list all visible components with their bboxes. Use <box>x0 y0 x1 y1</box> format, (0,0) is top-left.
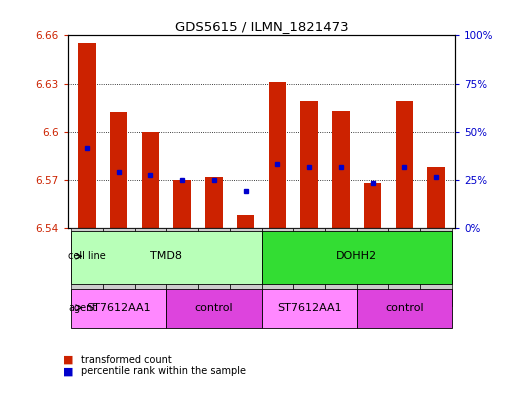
Text: agent: agent <box>69 303 97 313</box>
Text: GSM1527309: GSM1527309 <box>146 232 155 283</box>
Text: GSM1527312: GSM1527312 <box>431 232 440 283</box>
Bar <box>293 228 325 307</box>
Bar <box>78 43 96 228</box>
Bar <box>364 183 381 228</box>
Text: transformed count: transformed count <box>81 354 172 365</box>
Bar <box>205 176 223 228</box>
Text: GSM1527311: GSM1527311 <box>400 232 409 283</box>
Bar <box>357 289 452 328</box>
Bar <box>357 228 389 307</box>
Bar <box>325 228 357 307</box>
Text: ST7612AA1: ST7612AA1 <box>277 303 342 313</box>
Bar <box>134 228 166 307</box>
Text: GSM1527306: GSM1527306 <box>241 232 250 283</box>
Text: control: control <box>385 303 424 313</box>
Bar <box>237 215 254 228</box>
Text: ■: ■ <box>63 366 73 376</box>
Title: GDS5615 / ILMN_1821473: GDS5615 / ILMN_1821473 <box>175 20 348 33</box>
Text: ■: ■ <box>63 354 73 365</box>
Bar <box>389 228 420 307</box>
Bar <box>103 228 134 307</box>
Bar <box>71 228 103 307</box>
Text: GSM1527314: GSM1527314 <box>304 232 314 283</box>
Bar <box>300 101 318 228</box>
Bar <box>262 289 357 328</box>
Bar <box>142 132 159 228</box>
Text: TMD8: TMD8 <box>150 251 183 261</box>
Bar <box>262 231 452 284</box>
Text: DOHH2: DOHH2 <box>336 251 377 261</box>
Text: GSM1527310: GSM1527310 <box>368 232 377 283</box>
Text: GSM1527305: GSM1527305 <box>209 232 219 283</box>
Bar <box>332 111 349 228</box>
Text: ST7612AA1: ST7612AA1 <box>86 303 151 313</box>
Bar <box>71 289 166 328</box>
Text: cell line: cell line <box>69 251 106 261</box>
Text: GSM1527307: GSM1527307 <box>83 232 92 283</box>
Bar <box>198 228 230 307</box>
Bar <box>395 101 413 228</box>
Bar <box>420 228 452 307</box>
Text: GSM1527304: GSM1527304 <box>178 232 187 283</box>
Bar <box>166 289 262 328</box>
Bar <box>427 167 445 228</box>
Bar <box>230 228 262 307</box>
Text: percentile rank within the sample: percentile rank within the sample <box>81 366 246 376</box>
Text: GSM1527313: GSM1527313 <box>273 232 282 283</box>
Bar <box>174 180 191 228</box>
Bar <box>166 228 198 307</box>
Bar <box>269 82 286 228</box>
Text: control: control <box>195 303 233 313</box>
Bar <box>110 112 128 228</box>
Bar <box>262 228 293 307</box>
Bar <box>71 231 262 284</box>
Text: GSM1527315: GSM1527315 <box>336 232 345 283</box>
Text: GSM1527308: GSM1527308 <box>114 232 123 283</box>
